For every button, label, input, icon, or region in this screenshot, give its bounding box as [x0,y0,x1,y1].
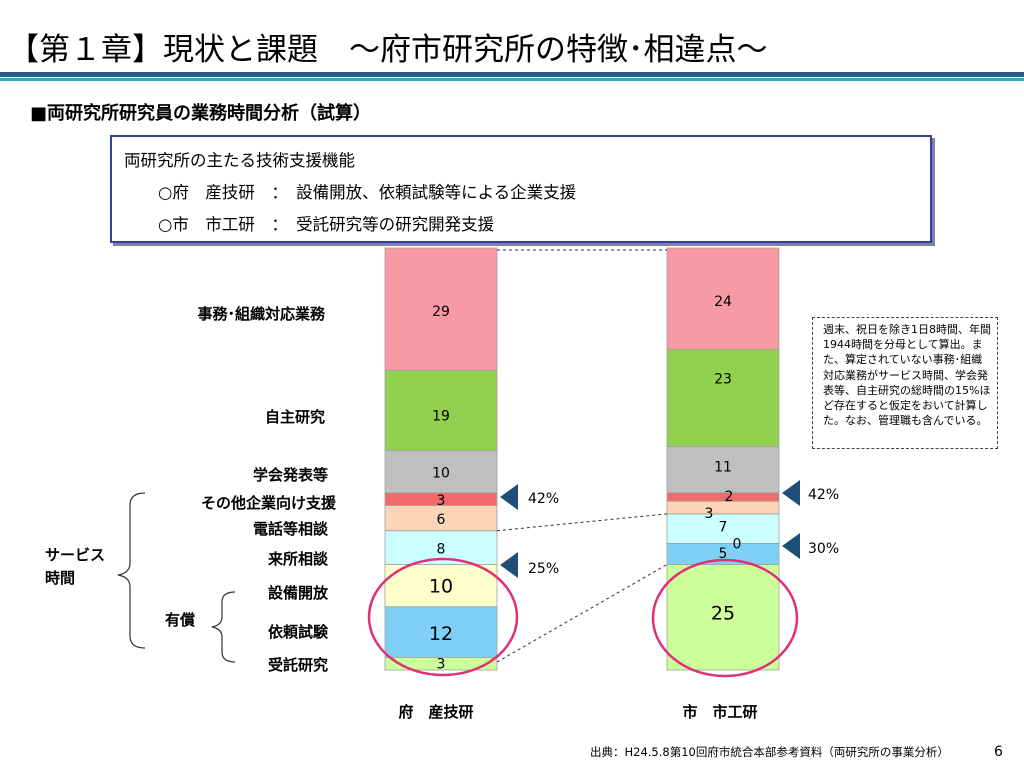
row-label-setsubi: 設備開放 [268,584,329,602]
calculation-note: 週末、祝日を除き1日8時間、年間1944時間を分母として算出。また、算定されてい… [812,317,998,449]
data-label-jishu-0: 19 [432,408,450,424]
bar-segment-jishu-0 [384,369,498,451]
bar-segment-denwa-0 [384,505,498,532]
group-label-service-2: 時間 [45,569,75,587]
bar-segment-jishu-1 [666,348,780,447]
bar-segment-jutaku-1 [666,564,780,671]
info-box-heading: 両研究所の主たる技術支援機能 [124,151,355,170]
bar-segment-jimu-1 [666,247,780,350]
arrow-icon-shi-bottom [782,533,800,559]
row-label-jutaku: 受託研究 [268,656,328,674]
info-box-line-fu: ○府 産技研 ： 設備開放、依頼試験等による企業支援 [158,183,577,202]
bar-segment-gakkai-1 [666,445,780,494]
bar-segment-jimu-0 [384,247,498,371]
pct-label-shi-bottom: 30% [808,541,839,557]
data-label-irai-1: 5 [719,546,728,562]
connector-paid-bottom [496,564,668,663]
connector-service-top [496,513,668,532]
category-label-shi: 市 市工研 [682,703,757,721]
category-label-fu: 府 産技研 [398,703,473,721]
data-label-sonota-1: 2 [725,489,734,505]
pct-label-shi-top: 42% [808,487,839,503]
arrow-icon-shi-top [782,480,800,506]
page-title: 【第１章】現状と課題 ～府市研究所の特徴･相違点～ [8,32,768,68]
data-label-jimu-0: 29 [432,304,450,320]
row-label-jishu: 自主研究 [265,408,325,426]
section-heading: ■両研究所研究員の業務時間分析（試算） [30,103,372,124]
pct-label-fu-bottom: 25% [528,561,559,577]
pct-label-fu-top: 42% [528,491,559,507]
bar-segment-gakkai-0 [384,450,498,494]
row-label-jimu: 事務･組織対応業務 [197,305,326,323]
bar-segment-sonota-1 [666,492,780,502]
data-label-jishu-1: 23 [714,371,732,387]
group-label-paid: 有償 [165,611,196,629]
info-box-line-shi: ○市 市工研 ： 受託研究等の研究開発支援 [158,215,495,234]
row-label-sonota: その他企業向け支援 [201,494,337,512]
info-box: 両研究所の主たる技術支援機能 ○府 産技研 ： 設備開放、依頼試験等による企業支… [110,135,932,243]
highlight-circle-fu [367,557,519,677]
bracket-paid [211,591,236,663]
bar-segment-denwa-1 [666,500,780,515]
data-label-jutaku-1: 25 [711,603,735,625]
data-label-raisho-0: 8 [437,542,446,558]
data-label-denwa-1: 3 [705,506,714,522]
arrow-icon-fu-top [500,484,518,510]
data-label-gakkai-1: 11 [714,460,732,476]
bar-segment-raisho-1 [666,513,780,544]
arrow-icon-fu-bottom [500,552,518,578]
data-label-setsubi-0: 10 [429,576,453,598]
data-label-denwa-0: 6 [437,512,446,528]
group-label-service: サービス [45,546,105,564]
data-label-jutaku-0: 3 [437,657,446,673]
row-label-raisho: 来所相談 [267,550,329,568]
data-label-gakkai-0: 10 [432,466,450,482]
data-label-irai-0: 12 [429,623,453,645]
row-label-denwa: 電話等相談 [253,520,329,538]
source-citation: 出典：H24.5.8第10回府市統合本部参考資料（両研究所の事業分析） [590,745,949,759]
bracket-service [117,492,146,649]
data-label-raisho-1: 7 [719,520,728,536]
title-underline [0,72,1024,82]
data-label-sonota-0: 3 [437,493,446,509]
data-label-jimu-1: 24 [714,294,732,310]
row-label-gakkai: 学会発表等 [253,466,328,484]
bar-segment-irai-0 [384,606,498,658]
bar-segment-setsubi-0 [384,564,498,608]
page-number: 6 [994,744,1003,760]
highlight-circle-shi [651,558,799,678]
data-label-setsubi-1: 0 [733,536,742,552]
row-label-irai: 依頼試験 [268,623,329,641]
